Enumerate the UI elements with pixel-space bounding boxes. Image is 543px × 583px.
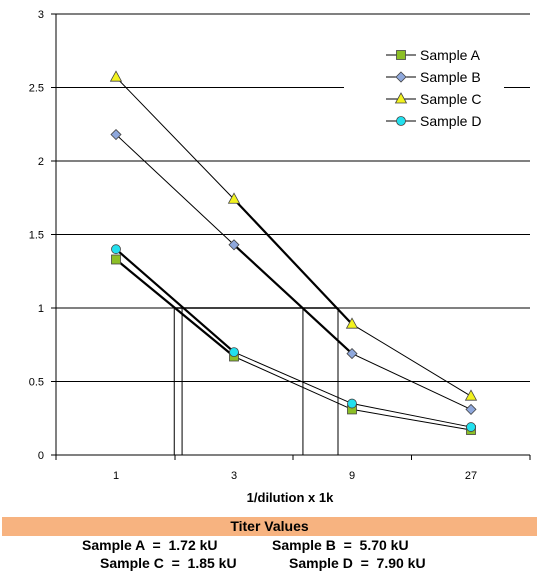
titer-values-panel: Titer Values Sample A = 1.72 kU Sample B…	[0, 513, 543, 583]
data-point-0-0	[111, 254, 121, 265]
legend-label-1: Sample B	[420, 69, 481, 85]
y-tick-label-5: 2.5	[29, 83, 44, 95]
axes: 0 0.5 1 1.5 2 2.5 3 1 3 9 27	[29, 9, 531, 482]
titer-guide-lines	[173, 307, 339, 455]
data-point-1-3	[465, 403, 477, 415]
data-point-2-1	[227, 192, 241, 204]
series-crossing-segment-2	[233, 243, 353, 355]
series-plot	[109, 70, 478, 435]
legend-marker-2	[394, 92, 408, 104]
series-crossing-segment-3	[233, 198, 353, 325]
x-tick-label-2: 9	[349, 470, 355, 482]
data-point-1-1	[228, 239, 240, 251]
y-tick-label-3: 1.5	[29, 230, 44, 242]
legend-label-0: Sample A	[420, 47, 481, 63]
y-tick-label-0: 0	[38, 450, 44, 462]
data-point-3-1	[229, 347, 239, 358]
data-point-1-0	[110, 128, 122, 141]
data-point-3-0	[111, 244, 121, 255]
titer-sample-b: Sample B = 5.70 kU	[272, 537, 409, 553]
titer-sample-c: Sample C = 1.85 kU	[100, 555, 237, 571]
data-point-3-3	[466, 422, 476, 432]
y-tick-label-4: 2	[38, 156, 44, 168]
y-tick-label-1: 0.5	[29, 377, 44, 389]
data-point-2-3	[464, 389, 478, 401]
legend-marker-1	[395, 71, 407, 83]
data-point-2-0	[109, 70, 123, 82]
titer-sample-d: Sample D = 7.90 kU	[289, 555, 426, 571]
legend-marker-0	[396, 50, 406, 60]
x-tick-label-0: 1	[113, 470, 119, 482]
titer-values-header: Titer Values	[2, 517, 537, 536]
y-tick-label-6: 3	[38, 9, 44, 21]
series-line-3	[115, 248, 472, 428]
y-tick-label-2: 1	[38, 303, 44, 315]
data-point-3-2	[347, 398, 357, 409]
series-crossing-segment-0	[115, 258, 235, 358]
data-point-2-2	[345, 317, 359, 329]
data-point-1-2	[346, 348, 358, 360]
x-tick-label-3: 27	[465, 470, 477, 482]
legend-marker-3	[396, 116, 406, 126]
x-axis-title: 1/dilution x 1k	[247, 490, 334, 505]
x-tick-label-1: 3	[231, 470, 237, 482]
titer-sample-a: Sample A = 1.72 kU	[82, 537, 218, 553]
legend: Sample A Sample B Sample C Sample D	[344, 40, 504, 132]
gridlines	[56, 13, 530, 382]
legend-label-3: Sample D	[420, 113, 481, 129]
series-line-0	[115, 259, 472, 431]
legend-label-2: Sample C	[420, 91, 481, 107]
series-line-1	[115, 134, 472, 410]
legend-background	[344, 40, 504, 132]
series-crossing-segment-1	[115, 248, 235, 353]
